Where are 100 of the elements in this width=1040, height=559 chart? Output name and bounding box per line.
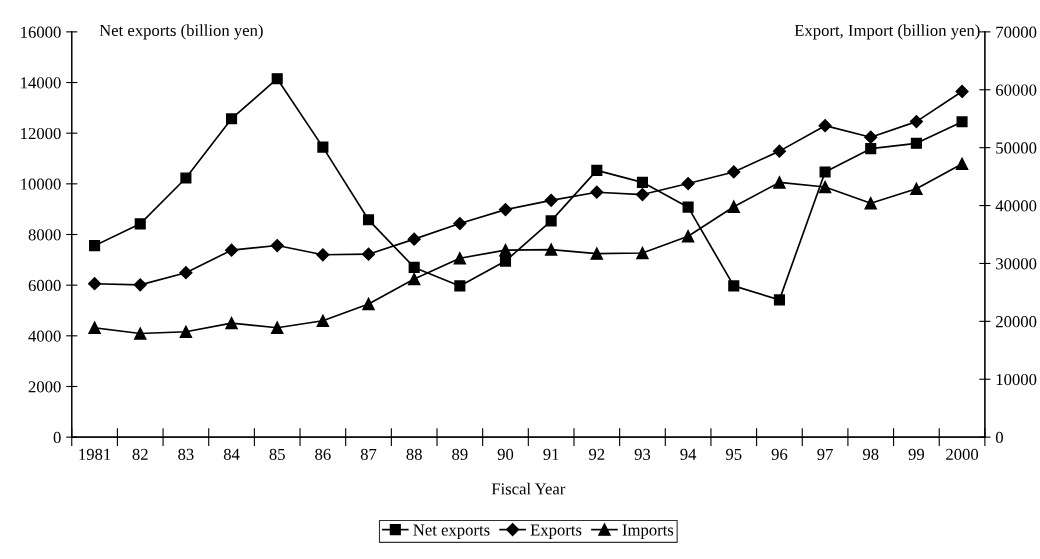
- y-tick-label: 16000: [21, 26, 61, 38]
- y-tick-label: 12000: [21, 127, 61, 140]
- point: [271, 73, 283, 85]
- point: [453, 216, 467, 231]
- point: [499, 243, 512, 257]
- point: [407, 272, 421, 286]
- point: [910, 182, 923, 196]
- point: [225, 113, 238, 125]
- point: [408, 261, 420, 273]
- point: [545, 215, 557, 227]
- point: [681, 176, 695, 191]
- point: [591, 164, 603, 176]
- point: [773, 294, 785, 306]
- point: [407, 232, 421, 246]
- x-tick-label: 98: [862, 448, 879, 460]
- point: [910, 137, 922, 149]
- x-tick-label: 96: [771, 448, 788, 460]
- point: [727, 200, 741, 213]
- point: [133, 278, 147, 292]
- point: [225, 316, 238, 330]
- point: [180, 172, 192, 184]
- point: [544, 193, 558, 207]
- x-tick-label: 93: [634, 448, 651, 460]
- x-tick-label: 83: [178, 448, 194, 460]
- point: [179, 266, 193, 280]
- y-tick-label: 10000: [21, 178, 61, 190]
- point: [636, 176, 649, 188]
- x-tick-label: 99: [908, 448, 925, 460]
- point: [590, 185, 604, 199]
- x-tick-label: 89: [452, 448, 468, 460]
- legend-label: Imports: [622, 524, 674, 539]
- point: [361, 247, 376, 261]
- y2-tick-label: 50000: [996, 142, 1037, 154]
- x-tick-label: 88: [406, 448, 422, 460]
- point: [317, 141, 329, 153]
- y2-tick-label: 60000: [996, 84, 1037, 96]
- point: [88, 277, 102, 291]
- point: [133, 327, 147, 340]
- y2-tick-label: 10000: [996, 373, 1037, 386]
- x-tick-label: 86: [315, 448, 331, 460]
- point: [270, 321, 284, 334]
- y2-axis-title: Export, Import (billion yen): [794, 24, 980, 40]
- point: [819, 166, 831, 178]
- x-tick-label: 90: [497, 448, 514, 460]
- point: [362, 297, 375, 311]
- y-tick-label: 4000: [28, 330, 61, 342]
- x-tick-label: 94: [680, 448, 697, 460]
- x-tick-label: 91: [543, 448, 559, 460]
- x-tick-label: 92: [589, 448, 605, 460]
- point: [179, 325, 193, 339]
- y-tick-label: 2000: [28, 381, 61, 393]
- y-axis-title: Net exports (billion yen): [99, 24, 263, 40]
- x-tick-label: 1981: [79, 448, 111, 460]
- point: [88, 321, 101, 334]
- point: [818, 180, 832, 194]
- y-tick-label: 14000: [21, 77, 61, 89]
- point: [956, 116, 968, 128]
- point: [728, 280, 740, 292]
- point: [773, 176, 786, 189]
- point: [316, 314, 330, 328]
- legend-label: Net exports: [413, 524, 490, 539]
- point: [864, 196, 877, 210]
- y-tick-label: 8000: [28, 229, 61, 241]
- point: [498, 203, 513, 217]
- x-tick-label: 87: [360, 448, 377, 460]
- x-tick-label: 85: [269, 448, 285, 460]
- x-tick-label: 82: [132, 448, 148, 460]
- point: [772, 144, 787, 158]
- point: [316, 248, 330, 262]
- point: [134, 218, 146, 230]
- x-tick-label: 84: [223, 448, 240, 460]
- point: [681, 229, 695, 243]
- point: [727, 165, 741, 179]
- point: [499, 255, 512, 267]
- y2-tick-label: 70000: [996, 26, 1037, 38]
- y2-tick-label: 40000: [995, 200, 1037, 212]
- y-tick-label: 6000: [28, 279, 61, 292]
- point: [224, 243, 239, 257]
- point: [865, 143, 877, 155]
- legend-label: Exports: [530, 524, 582, 539]
- x-axis-title: Fiscal Year: [491, 482, 566, 495]
- point: [590, 247, 604, 260]
- point: [864, 130, 878, 144]
- x-tick-label: 97: [817, 448, 833, 460]
- point: [909, 115, 923, 129]
- point: [636, 246, 649, 260]
- point: [682, 201, 694, 213]
- point: [453, 251, 467, 265]
- point: [362, 214, 375, 226]
- point: [635, 187, 650, 202]
- x-tick-label: 95: [725, 448, 742, 460]
- y2-tick-label: 20000: [996, 316, 1037, 328]
- x-tick-label: 2000: [946, 448, 979, 460]
- y2-tick-label: 30000: [996, 258, 1037, 270]
- point: [955, 84, 969, 99]
- y-tick-label: 0: [53, 431, 61, 444]
- point: [544, 243, 558, 256]
- point: [454, 280, 466, 292]
- point: [818, 119, 832, 133]
- y2-tick-label: 0: [995, 431, 1003, 444]
